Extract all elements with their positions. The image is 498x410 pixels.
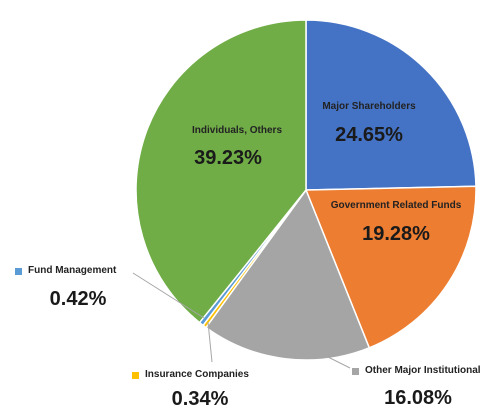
leader-line-insurance-companies xyxy=(207,321,213,363)
legend-key-individuals-others xyxy=(178,128,185,135)
slice-value-label: 39.23% xyxy=(194,147,262,169)
slice-government-related-funds xyxy=(304,185,477,349)
legend-key-fund-management xyxy=(15,268,22,275)
slice-value-label: 0.34% xyxy=(172,388,229,410)
slice-value-label: 0.42% xyxy=(50,288,107,310)
legend-key-insurance-companies xyxy=(132,372,139,379)
pie-slices xyxy=(135,19,477,361)
slice-name-label: Major Shareholders xyxy=(322,101,416,112)
slice-labels: Major Shareholders 24.65% Government Relat… xyxy=(15,101,481,410)
slice-name-label: Other Major Institutional xyxy=(365,365,481,376)
leader-lines xyxy=(132,272,351,369)
slice-name-label: Government Related Funds xyxy=(331,200,462,211)
slice-value-label: 19.28% xyxy=(362,223,430,245)
leader-line-fund-management xyxy=(132,272,205,319)
legend-key-other-major-institutional xyxy=(352,368,359,375)
slice-other-major-institutional xyxy=(204,188,371,361)
slice-name-label: Insurance Companies xyxy=(145,369,249,380)
slice-individuals-others xyxy=(135,19,307,324)
slice-value-label: 16.08% xyxy=(384,387,452,409)
slice-name-label: Fund Management xyxy=(28,265,117,276)
slice-value-label: 24.65% xyxy=(335,124,403,146)
slice-major-shareholders xyxy=(305,19,477,191)
leader-line-other-major-institutional xyxy=(317,351,351,369)
slice-name-label: Individuals, Others xyxy=(192,125,282,136)
